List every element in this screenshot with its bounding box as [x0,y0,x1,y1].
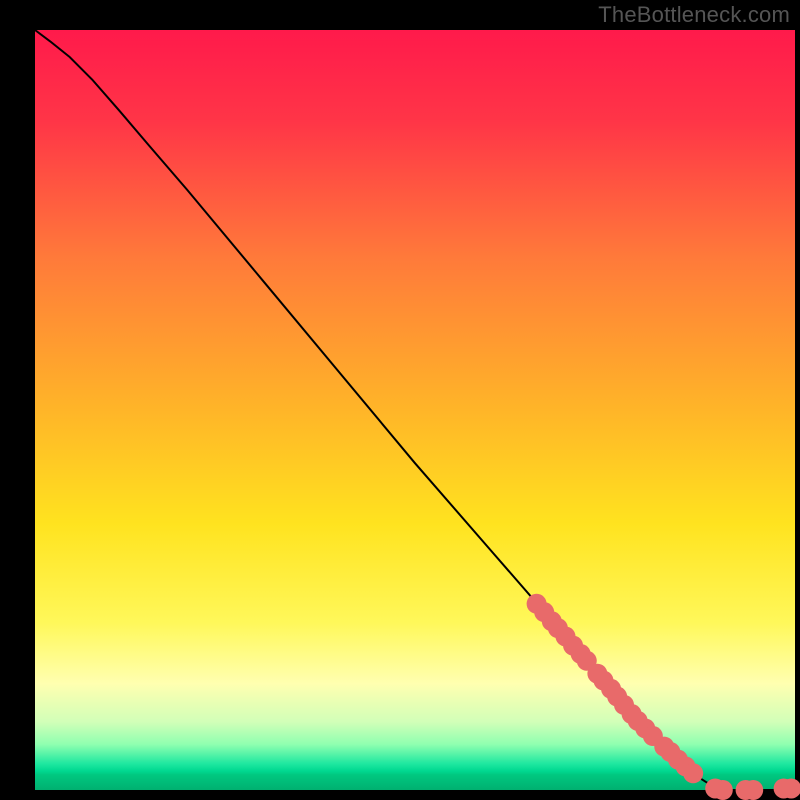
data-marker [683,763,703,783]
chart-svg [0,0,800,800]
chart-stage: TheBottleneck.com [0,0,800,800]
data-marker [713,780,733,800]
data-marker [743,780,763,800]
